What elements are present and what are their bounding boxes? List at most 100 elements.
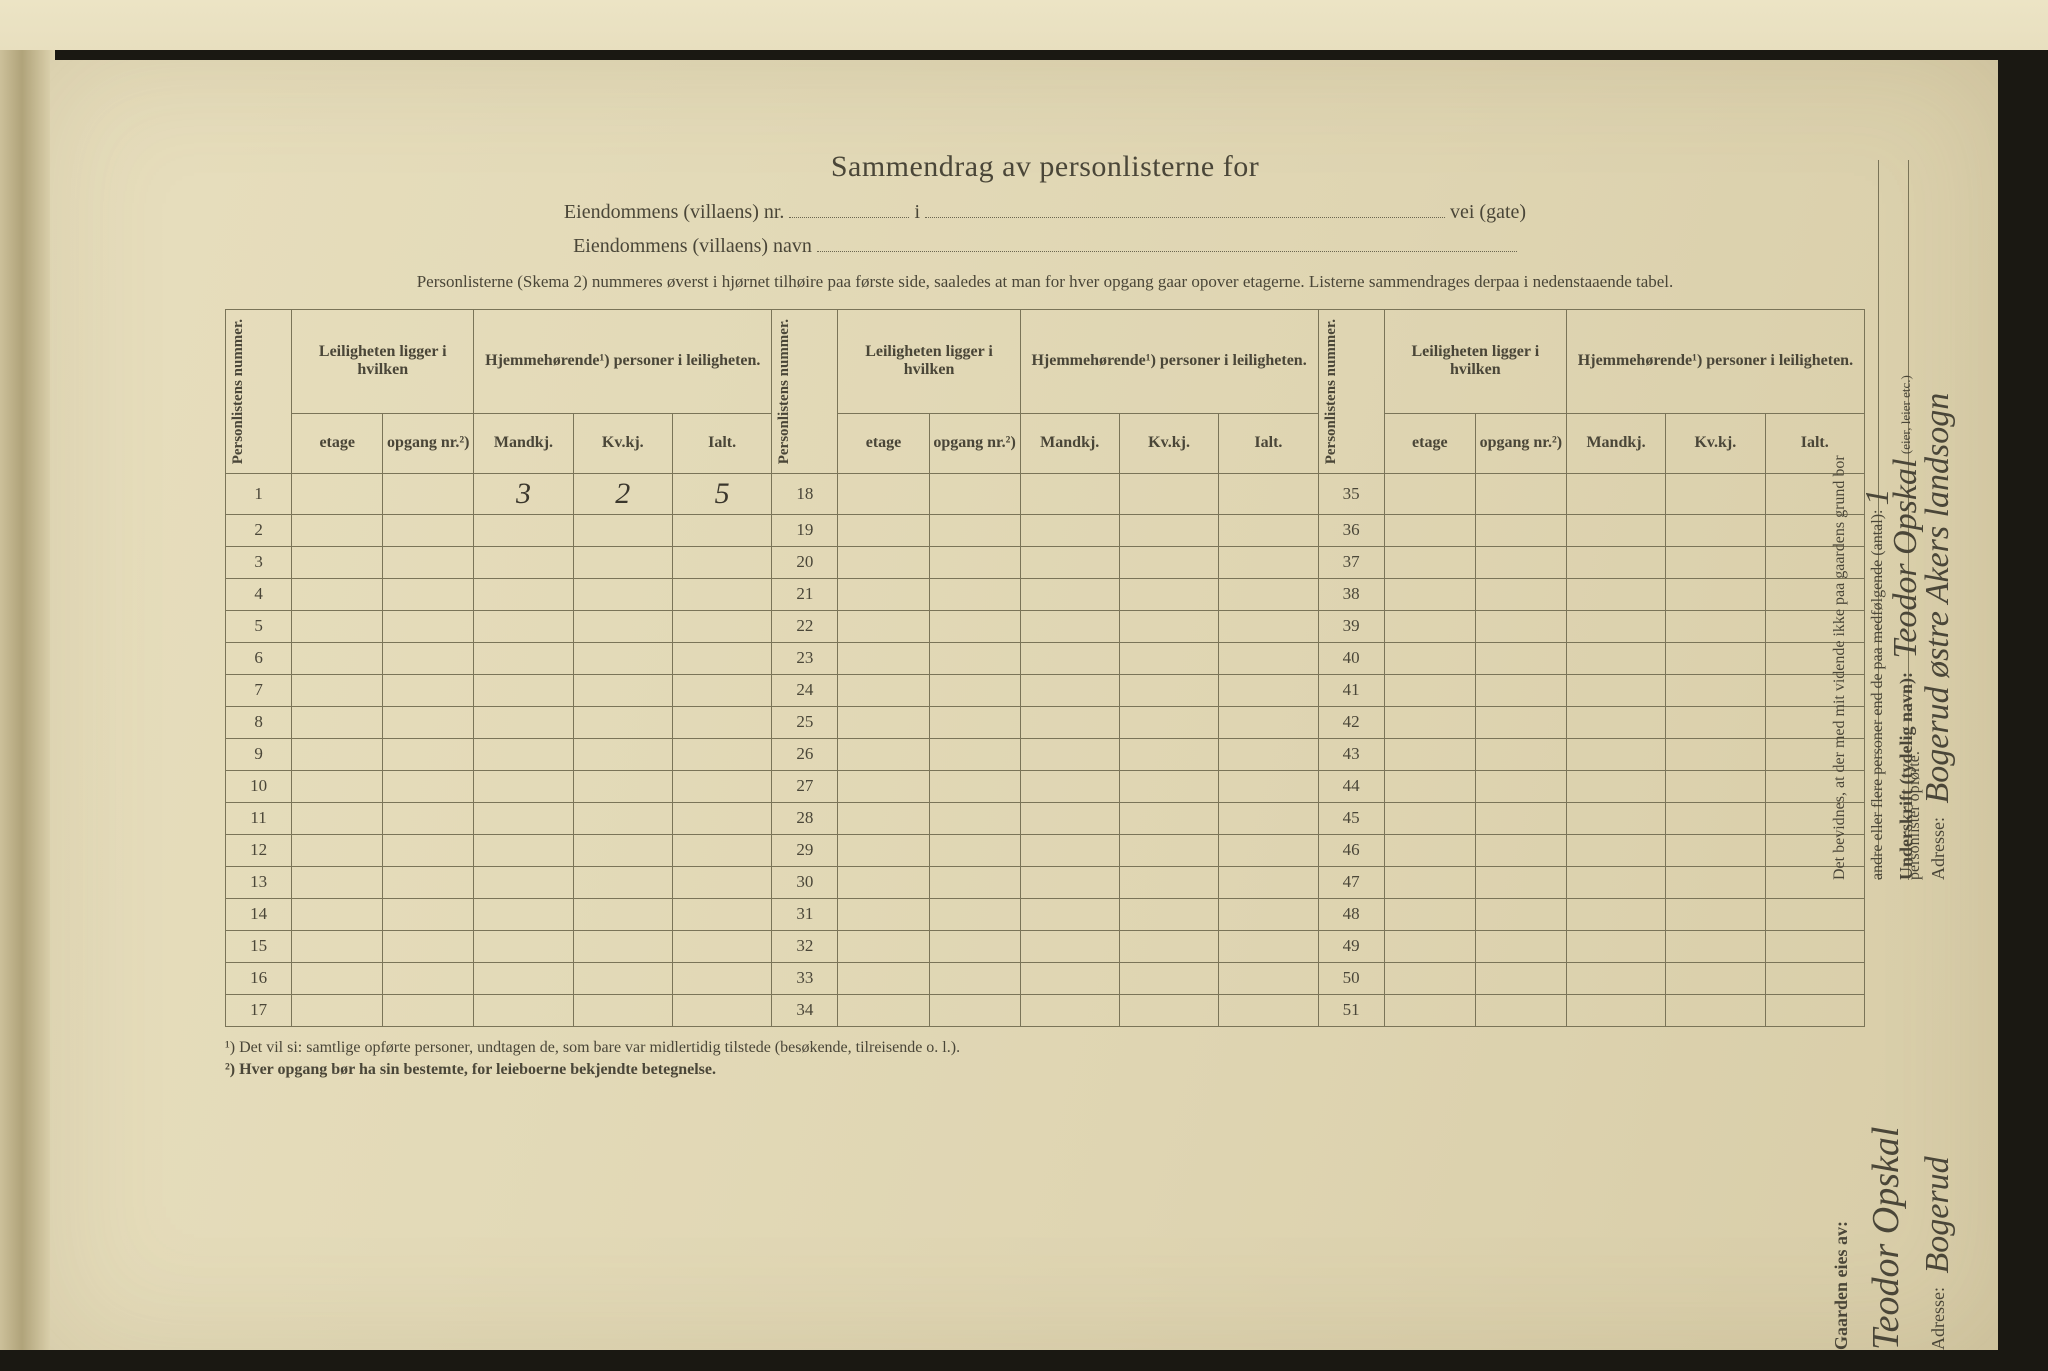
cell [474,546,573,578]
cell [1384,706,1475,738]
cell [1219,770,1318,802]
col-leilighet-3: Leiligheten ligger i hvilken [1384,309,1566,413]
table-row: 52239 [226,610,1865,642]
table-row: 13251835 [226,473,1865,514]
table-row: 42138 [226,578,1865,610]
col-hjemme-2: Hjemmehørende¹) personer i leiligheten. [1020,309,1318,413]
cell [1119,610,1218,642]
title-block: Sammendrag av personlisterne for Eiendom… [225,150,1865,262]
cell [1475,962,1566,994]
row-number: 19 [772,514,838,546]
cell [292,610,383,642]
cell [838,930,929,962]
cell [838,770,929,802]
cell [1384,770,1475,802]
cell [1384,802,1475,834]
row-number: 21 [772,578,838,610]
cell [929,610,1020,642]
cell [292,674,383,706]
cell [1666,514,1765,546]
cell [383,802,474,834]
cell [1219,866,1318,898]
col-personlistens-2: Personlistens nummer. [774,313,795,470]
cell [474,770,573,802]
row-number: 20 [772,546,838,578]
row-number: 36 [1318,514,1384,546]
cell [1219,962,1318,994]
cell [573,930,672,962]
cell [1219,994,1318,1026]
cell [929,962,1020,994]
cell [1566,962,1665,994]
row-number: 7 [226,674,292,706]
cell [838,706,929,738]
table-body: 1325183521936320374213852239623407244182… [226,473,1865,1026]
cell [929,834,1020,866]
cell [1666,610,1765,642]
cell: 3 [474,473,573,514]
property-name-blank [817,232,1517,252]
cell [1475,642,1566,674]
cell [1566,578,1665,610]
row-number: 15 [226,930,292,962]
row-number: 32 [772,930,838,962]
cell [1475,578,1566,610]
page-title: Sammendrag av personlisterne for [225,150,1865,184]
cell [573,866,672,898]
row-number: 34 [772,994,838,1026]
cell [1219,674,1318,706]
cell [1219,930,1318,962]
row-number: 37 [1318,546,1384,578]
cell [672,994,771,1026]
cell [1666,473,1765,514]
cell [672,930,771,962]
cell [1475,770,1566,802]
table-row: 133047 [226,866,1865,898]
row-number: 11 [226,802,292,834]
cell [672,514,771,546]
table-row: 122946 [226,834,1865,866]
cell [838,962,929,994]
cell [1666,866,1765,898]
table-row: 92643 [226,738,1865,770]
cell [838,610,929,642]
cell [672,866,771,898]
cell [672,962,771,994]
cell [1475,834,1566,866]
col-mandkj-1: Mandkj. [474,413,573,473]
cell [1566,770,1665,802]
cell [573,642,672,674]
table-row: 82542 [226,706,1865,738]
address-line: Adresse: Bogerud østre Akers landsogn [1912,160,1963,880]
property-nr-suffix: vei (gate) [1450,201,1526,223]
cell [1384,994,1475,1026]
cell [1219,473,1318,514]
table-row: 153249 [226,930,1865,962]
adresse-label: Adresse: [1928,817,1948,880]
side-panel: Det bevidnes, at der med mit vidende ikk… [1828,160,1938,1360]
cell [1666,802,1765,834]
cell [383,770,474,802]
footnotes: ¹) Det vil si: samtlige opførte personer… [225,1037,1865,1082]
col-etage-3: etage [1384,413,1475,473]
cell [1020,802,1119,834]
row-number: 33 [772,962,838,994]
binding-shadow [0,50,55,1350]
cell [1119,706,1218,738]
row-number: 31 [772,898,838,930]
owner-adresse-value: Bogerud [1919,1156,1956,1273]
row-number: 50 [1318,962,1384,994]
owner-value: Teodor Opskal [1858,920,1915,1350]
cell [474,642,573,674]
col-opgang-1: opgang nr.²) [383,413,474,473]
cell [1566,642,1665,674]
cell [1219,610,1318,642]
cell [1119,642,1218,674]
table-row: 72441 [226,674,1865,706]
cell [573,610,672,642]
cell [292,834,383,866]
cell [1219,578,1318,610]
row-number: 1 [226,473,292,514]
cell [1566,834,1665,866]
cell [292,473,383,514]
